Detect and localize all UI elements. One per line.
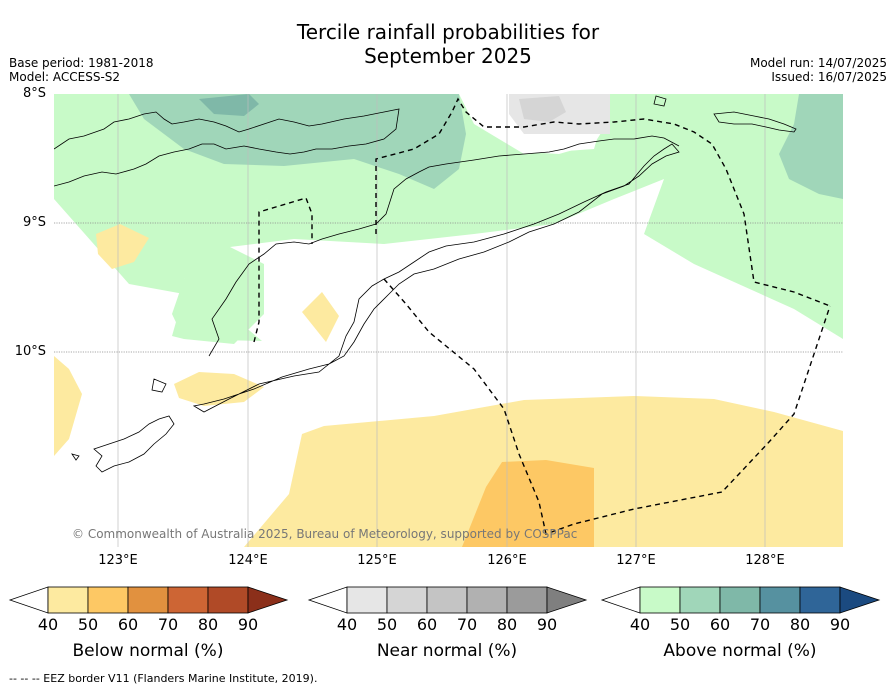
below-normal-patch-2 bbox=[302, 292, 339, 342]
lon-label-128e: 128°E bbox=[745, 553, 785, 568]
colorbar-above-underflow bbox=[600, 586, 641, 614]
colorbar-below-swatch bbox=[207, 586, 249, 614]
cb-tick: 40 bbox=[37, 615, 59, 634]
cb-tick: 80 bbox=[197, 615, 219, 634]
alor-pantar-islands bbox=[54, 108, 400, 187]
colorbar-near-swatch bbox=[386, 586, 428, 614]
below-normal-50-patch bbox=[462, 460, 594, 547]
coastlines bbox=[54, 95, 797, 473]
above-normal-region-west-lobe bbox=[172, 234, 264, 344]
colorbars bbox=[8, 586, 881, 614]
near-normal-50-patch bbox=[519, 96, 566, 122]
below-normal-patch-1 bbox=[96, 224, 149, 269]
issued-text: Issued: 16/07/2025 bbox=[771, 70, 887, 84]
colorbar-near-swatch bbox=[506, 586, 548, 614]
model-run-text: Model run: 14/07/2025 bbox=[749, 56, 887, 70]
rote-sawu-islands bbox=[71, 378, 175, 473]
timor-coastline bbox=[192, 143, 680, 413]
colorbar-near-normal bbox=[307, 586, 588, 614]
cb-tick: 70 bbox=[456, 615, 478, 634]
colorbar-above-overflow bbox=[839, 586, 881, 614]
title-line-1: Tercile rainfall probabilities for bbox=[296, 20, 600, 44]
cb-tick: 50 bbox=[669, 615, 691, 634]
above-normal-50-north-west bbox=[129, 94, 466, 189]
colorbar-near-swatch bbox=[466, 586, 508, 614]
cb-tick: 40 bbox=[629, 615, 651, 634]
colorbar-above-swatch bbox=[639, 586, 681, 614]
wetar-island bbox=[653, 95, 797, 133]
lon-label-124e: 124°E bbox=[228, 553, 268, 568]
cb-tick: 50 bbox=[77, 615, 99, 634]
lon-label-127e: 127°E bbox=[616, 553, 656, 568]
lat-label-8s: 8°S bbox=[22, 86, 46, 101]
map-title: Tercile rainfall probabilities for Septe… bbox=[0, 20, 896, 68]
colorbar-near-underflow bbox=[307, 586, 348, 614]
cb-tick: 40 bbox=[336, 615, 358, 634]
copyright-text: © Commonwealth of Australia 2025, Bureau… bbox=[72, 527, 577, 541]
eez-border-north bbox=[375, 97, 831, 307]
model-text: Model: ACCESS-S2 bbox=[9, 70, 121, 84]
timor-north-coast bbox=[208, 135, 680, 357]
colorbar-above-swatch bbox=[799, 586, 841, 614]
lat-label-10s: 10°S bbox=[14, 344, 46, 359]
cb-tick: 60 bbox=[709, 615, 731, 634]
eez-borders bbox=[253, 97, 831, 535]
cb-tick: 80 bbox=[789, 615, 811, 634]
above-normal-60-patch bbox=[199, 94, 259, 116]
colorbar-near-swatch bbox=[426, 586, 468, 614]
colorbar-above-normal bbox=[600, 586, 881, 614]
colorbar-title-above: Above normal (%) bbox=[663, 641, 817, 661]
colorbar-below-swatch bbox=[87, 586, 129, 614]
cb-tick: 60 bbox=[416, 615, 438, 634]
cb-tick: 80 bbox=[496, 615, 518, 634]
meta-right: Model run: 14/07/2025 Issued: 16/07/2025 bbox=[750, 56, 887, 84]
colorbar-below-underflow bbox=[8, 586, 49, 614]
cb-tick: 90 bbox=[536, 615, 558, 634]
colorbar-below-swatch bbox=[127, 586, 169, 614]
colorbar-title-near: Near normal (%) bbox=[376, 641, 518, 661]
cb-tick: 90 bbox=[829, 615, 851, 634]
cb-tick: 70 bbox=[749, 615, 771, 634]
lon-label-125e: 125°E bbox=[357, 553, 397, 568]
above-normal-50-north-east bbox=[779, 94, 843, 199]
cb-tick: 90 bbox=[237, 615, 259, 634]
eez-border-west bbox=[253, 197, 313, 343]
colorbar-below-swatch bbox=[167, 586, 209, 614]
title-line-2: September 2025 bbox=[364, 44, 532, 68]
cb-tick: 70 bbox=[157, 615, 179, 634]
lon-label-123e: 123°E bbox=[98, 553, 138, 568]
meridians bbox=[117, 94, 766, 547]
graticule bbox=[54, 222, 843, 353]
colorbar-near-overflow bbox=[546, 586, 588, 614]
cb-tick: 50 bbox=[376, 615, 398, 634]
footer-eez-note: -- -- -- EEZ border V11 (Flanders Marine… bbox=[9, 672, 318, 685]
below-normal-region-west bbox=[54, 356, 82, 456]
colorbar-below-normal bbox=[8, 586, 289, 614]
colorbar-title-below: Below normal (%) bbox=[72, 641, 224, 661]
colorbar-below-overflow bbox=[247, 586, 289, 614]
colorbar-above-swatch bbox=[759, 586, 801, 614]
colorbar-above-swatch bbox=[719, 586, 761, 614]
base-period-text: Base period: 1981-2018 bbox=[9, 56, 154, 70]
below-normal-patch-3 bbox=[174, 372, 264, 406]
colorbar-above-swatch bbox=[679, 586, 721, 614]
meta-left: Base period: 1981-2018 Model: ACCESS-S2 bbox=[9, 56, 154, 84]
colorbar-below-swatch bbox=[47, 586, 89, 614]
colorbar-near-swatch bbox=[346, 586, 388, 614]
lon-label-126e: 126°E bbox=[487, 553, 527, 568]
eez-border-south bbox=[383, 278, 831, 535]
lat-label-9s: 9°S bbox=[22, 215, 46, 230]
map-frame bbox=[54, 94, 843, 547]
cb-tick: 60 bbox=[117, 615, 139, 634]
map-panel: © Commonwealth of Australia 2025, Bureau… bbox=[54, 94, 843, 547]
